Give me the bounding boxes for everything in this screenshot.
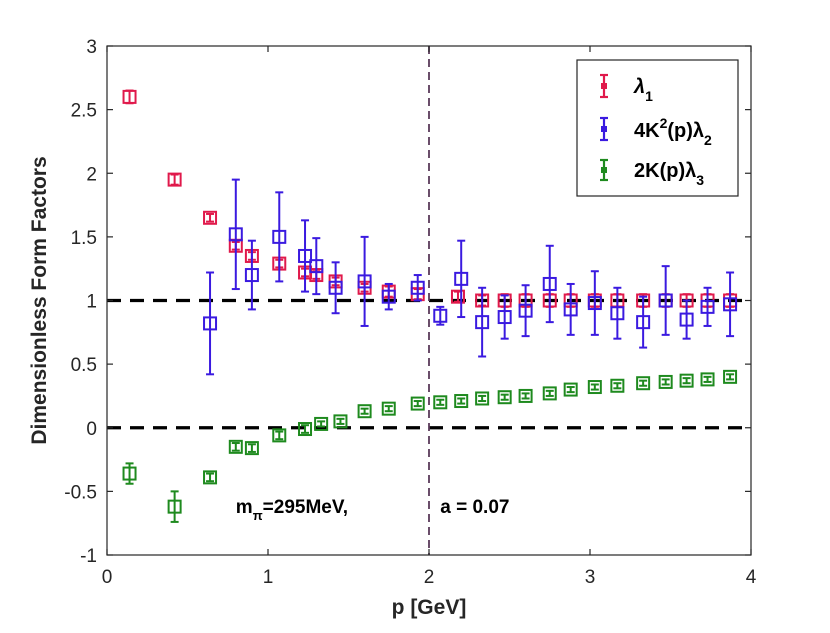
y-tick-label: 0.5	[71, 355, 97, 376]
data-point	[636, 315, 651, 330]
annotation-pion-mass-rest: =295MeV,	[263, 497, 348, 518]
y-tick-label: -1	[80, 546, 97, 567]
data-point	[122, 89, 137, 104]
legend-label-lambda3: 2K(p)λ3	[634, 160, 704, 188]
data-point	[381, 289, 396, 304]
annotation-pion-mass-main: m	[236, 497, 253, 518]
data-point	[700, 299, 715, 314]
data-point	[610, 306, 625, 321]
data-point	[203, 210, 218, 225]
data-point	[587, 296, 602, 311]
data-point	[433, 308, 448, 323]
data-point	[636, 376, 651, 391]
data-point	[587, 380, 602, 395]
data-point	[381, 401, 396, 416]
x-tick-label: 2	[424, 567, 435, 588]
data-point	[542, 276, 557, 291]
data-point	[228, 439, 243, 454]
data-point	[328, 280, 343, 295]
data-point	[203, 316, 218, 331]
y-tick-label: 2.5	[71, 101, 97, 122]
y-tick-label: -0.5	[64, 482, 97, 503]
data-point	[497, 390, 512, 405]
data-point	[272, 229, 287, 244]
data-point	[454, 394, 469, 409]
data-point	[723, 369, 738, 384]
series-1	[203, 178, 738, 376]
x-tick-label: 3	[585, 567, 596, 588]
y-axis-label: Dimensionless Form Factors	[28, 156, 51, 444]
series-layer	[122, 89, 738, 523]
y-tick-label: 2	[86, 164, 97, 185]
legend-marker-lambda2	[601, 126, 607, 132]
data-point	[475, 391, 490, 406]
data-point	[272, 428, 287, 443]
data-point	[610, 378, 625, 393]
y-tick-label: 0	[86, 419, 97, 440]
data-point	[357, 274, 372, 289]
x-axis-label: p [GeV]	[392, 596, 467, 619]
data-point	[723, 297, 738, 312]
data-point	[333, 414, 348, 429]
annotation-pion-mass-sub: π	[253, 508, 263, 523]
data-point	[309, 259, 324, 274]
data-point	[298, 422, 313, 437]
data-point	[228, 227, 243, 242]
data-point	[542, 386, 557, 401]
data-point	[357, 404, 372, 419]
data-point	[563, 302, 578, 317]
data-point	[563, 382, 578, 397]
data-point	[244, 441, 259, 456]
legend: λ1 4K2(p)λ2 2K(p)λ3	[576, 59, 739, 197]
data-point	[679, 373, 694, 388]
annotation-pion-mass: mπ=295MeV,	[236, 497, 348, 523]
data-point	[518, 388, 533, 403]
data-point	[433, 395, 448, 410]
legend-marker-lambda3	[601, 167, 607, 173]
data-point	[410, 396, 425, 411]
data-point	[122, 466, 137, 481]
data-point	[518, 303, 533, 318]
data-point	[454, 271, 469, 286]
data-point	[658, 374, 673, 389]
data-point	[700, 372, 715, 387]
legend-label-lambda1: λ1	[633, 76, 653, 104]
data-point	[410, 280, 425, 295]
data-point	[658, 293, 673, 308]
data-point	[679, 312, 694, 327]
data-point	[167, 499, 182, 514]
y-tick-label: 3	[86, 37, 97, 58]
data-point	[298, 248, 313, 263]
y-tick-label: 1.5	[71, 228, 97, 249]
annotation-lattice-spacing: a = 0.07	[440, 497, 509, 518]
legend-entry-lambda3: 2K(p)λ3	[600, 158, 704, 188]
legend-entry-lambda1: λ1	[600, 73, 653, 104]
data-point	[244, 268, 259, 283]
data-point	[314, 416, 329, 431]
series-2	[122, 369, 738, 523]
x-tick-label: 1	[263, 567, 274, 588]
axis-ticks: 0 1 2 3 4 -1 -0.5 0 0.5 1 1.5 2 2.5 3	[64, 37, 756, 588]
data-point	[167, 172, 182, 187]
y-tick-label: 1	[86, 292, 97, 313]
legend-entry-lambda2: 4K2(p)λ2	[600, 115, 712, 148]
data-point	[450, 289, 465, 304]
x-tick-label: 0	[102, 567, 113, 588]
x-tick-label: 4	[746, 567, 757, 588]
data-point	[203, 470, 218, 485]
legend-marker-lambda1	[601, 83, 607, 89]
legend-label-lambda2: 4K2(p)λ2	[634, 115, 712, 148]
data-point	[475, 315, 490, 330]
data-point	[497, 310, 512, 325]
